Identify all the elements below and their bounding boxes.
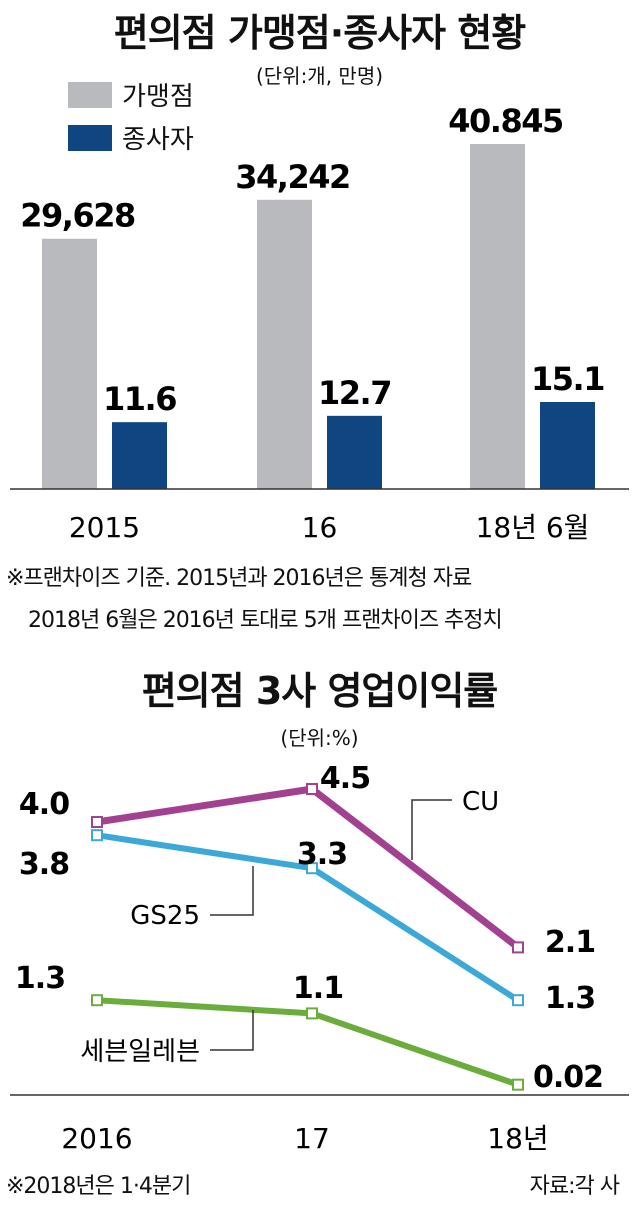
callout-line-gs25 bbox=[210, 866, 254, 916]
x-tick-bar-0: 2015 bbox=[69, 511, 140, 544]
label-employees-0: 11.6 bbox=[103, 380, 176, 418]
bar-employees-2 bbox=[540, 402, 595, 489]
point-0-2 bbox=[512, 941, 524, 954]
x-tick-bar-1: 16 bbox=[302, 511, 338, 544]
label-franchise-1: 34,242 bbox=[235, 158, 349, 196]
value-label-0-1: 4.5 bbox=[320, 761, 370, 796]
x-tick-line-1: 17 bbox=[294, 1122, 330, 1155]
bar-chart-unit: (단위:개, 만명) bbox=[255, 64, 384, 88]
line-chart-unit: (단위:%) bbox=[280, 726, 359, 750]
bar-chart-title: 편의점 가맹점·종사자 현황 bbox=[113, 11, 526, 55]
label-franchise-0: 29,628 bbox=[20, 197, 135, 235]
value-label-2-0: 1.3 bbox=[15, 961, 65, 996]
point-2-2 bbox=[512, 1078, 524, 1091]
value-label-0-2: 2.1 bbox=[545, 925, 595, 960]
value-label-1-2: 1.3 bbox=[545, 981, 595, 1016]
label-franchise-2: 40.845 bbox=[448, 102, 563, 140]
callout-line-seven bbox=[210, 1010, 254, 1051]
legend-swatch-franchise bbox=[68, 81, 112, 108]
line-note: ※2018년은 1·4분기 bbox=[6, 1174, 191, 1199]
series-name-gs25: GS25 bbox=[130, 901, 200, 931]
legend-franchise: 가맹점 bbox=[68, 76, 194, 113]
point-1-1 bbox=[306, 862, 318, 875]
line-chart-title: 편의점 3사 영업이익률 bbox=[141, 669, 499, 713]
point-0-0 bbox=[91, 816, 103, 828]
value-label-1-0: 3.8 bbox=[19, 847, 69, 882]
series-name-cu: CU bbox=[462, 787, 499, 817]
bar-franchise-0 bbox=[42, 238, 97, 489]
point-0-1 bbox=[306, 783, 318, 795]
legend-label-franchise: 가맹점 bbox=[122, 82, 194, 112]
series-name-seven: 세븐일레븐 bbox=[80, 1037, 200, 1067]
legend-swatch-employees bbox=[68, 124, 112, 151]
bar-employees-0 bbox=[112, 422, 167, 489]
value-label-1-1: 3.3 bbox=[297, 837, 347, 872]
x-tick-line-0: 2016 bbox=[61, 1122, 132, 1155]
legend-label-employees: 종사자 bbox=[122, 125, 194, 155]
point-2-0 bbox=[91, 994, 103, 1007]
label-employees-1: 12.7 bbox=[318, 374, 391, 412]
value-label-2-2: 0.02 bbox=[533, 1060, 603, 1095]
bar-note-2: 2018년 6월은 2016년 토대로 5개 프랜차이즈 추정치 bbox=[28, 608, 503, 633]
point-1-2 bbox=[512, 994, 524, 1007]
x-tick-bar-2: 18년 6월 bbox=[476, 511, 590, 544]
x-tick-line-2: 18년 bbox=[487, 1122, 548, 1155]
label-employees-2: 15.1 bbox=[531, 360, 604, 398]
point-1-0 bbox=[91, 829, 103, 842]
bar-employees-1 bbox=[327, 415, 382, 489]
bar-chart: 29,628 11.6 2015 34,242 12.7 16 40.845 15.1 18년 … bbox=[10, 102, 629, 544]
bar-legend: 가맹점 종사자 bbox=[68, 76, 194, 156]
legend-employees: 종사자 bbox=[68, 119, 194, 156]
callout-line-cu bbox=[411, 799, 452, 860]
bar-franchise-2 bbox=[470, 144, 525, 489]
value-label-0-0: 4.0 bbox=[19, 787, 69, 822]
point-2-1 bbox=[306, 1007, 318, 1020]
line-source: 자료:각 사 bbox=[529, 1174, 620, 1199]
bar-note-1: ※프랜차이즈 기준. 2015년과 2016년은 통계청 자료 bbox=[6, 566, 472, 591]
value-label-2-1: 1.1 bbox=[293, 971, 343, 1006]
bar-franchise-1 bbox=[257, 199, 312, 489]
